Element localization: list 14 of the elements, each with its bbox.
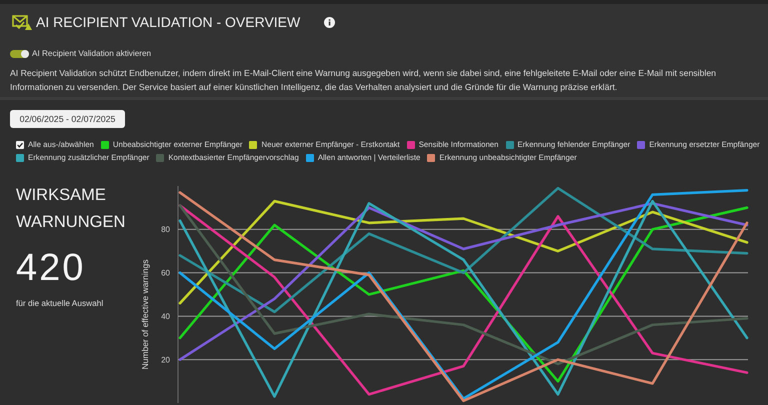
y-tick-label: 40	[161, 312, 171, 321]
line-series	[178, 200, 748, 304]
chart-subtitle: AI Recipient Validation schützt Endbenutzer, indem direkt im E-Mail-Client eine Warnung ausgegeben wird, wenn sie dabei sind, eine fehlgeleitete E-Mail oder eine E-Mail mit sensiblen Informationen zu versenden. Der Service basiert auf einer künstlichen Intelligenz, die das Verhalten analysiert und die Gründe für die Warnung präzise erklärt.	[10, 68, 716, 92]
line-series	[178, 186, 748, 314]
text: für die aktuelle Auswahl	[16, 298, 104, 308]
chart-title: AI RECIPIENT VALIDATION - OVERVIEW	[36, 14, 300, 30]
text: 420	[16, 247, 86, 289]
y-tick-label: 80	[161, 225, 171, 234]
date-range-field: 02/06/2025 - 02/07/2025	[10, 110, 125, 128]
text: AI Recipient Validation aktivieren	[32, 49, 152, 58]
y-tick-label: 60	[161, 268, 171, 278]
text: WIRKSAME WARNUNGEN	[16, 186, 126, 231]
y-tick-label: 20	[161, 355, 171, 364]
y-axis-title: Number of effective warnings	[140, 260, 150, 370]
